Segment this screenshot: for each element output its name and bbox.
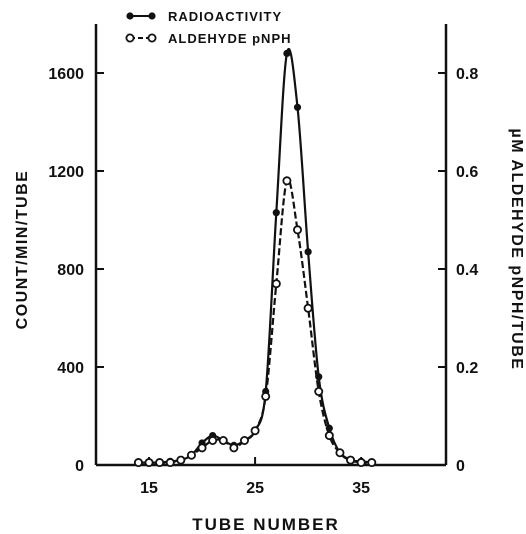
right-tick-label: 0.8 bbox=[456, 66, 478, 83]
axis-labels: TUBE NUMBER COUNT/MIN/TUBE µM ALDEHYDE pNP… bbox=[14, 129, 525, 534]
x-tick-label: 15 bbox=[140, 480, 158, 497]
aldehyde-point bbox=[356, 458, 366, 468]
radioactivity-point bbox=[304, 248, 312, 256]
left-tick-label: 0 bbox=[75, 458, 84, 475]
aldehyde-point bbox=[165, 458, 175, 468]
legend: RADIOACTIVITY ALDEHYDE pNPH bbox=[125, 9, 292, 46]
legend-marker-open bbox=[125, 33, 135, 43]
aldehyde-point bbox=[346, 455, 356, 465]
aldehyde-point bbox=[229, 443, 239, 453]
aldehyde-point bbox=[335, 448, 345, 458]
aldehyde-point bbox=[155, 458, 165, 468]
series-line-aldehyde bbox=[138, 178, 372, 464]
legend-label: ALDEHYDE pNPH bbox=[168, 31, 292, 46]
left-tick-label: 800 bbox=[57, 262, 84, 279]
right-axis-title: µM ALDEHYDE pNPH/TUBE bbox=[508, 129, 525, 371]
left-axis-title: COUNT/MIN/TUBE bbox=[14, 170, 31, 330]
series-curves bbox=[138, 47, 372, 464]
legend-marker-filled bbox=[126, 12, 134, 20]
legend-marker-open bbox=[147, 33, 157, 43]
aldehyde-point bbox=[197, 443, 207, 453]
right-tick-label: 0.2 bbox=[456, 360, 478, 377]
radioactivity-point bbox=[325, 424, 333, 432]
series-line-radioactivity bbox=[138, 47, 372, 464]
right-tick-label: 0.4 bbox=[456, 262, 478, 279]
right-tick-label: 0 bbox=[456, 458, 465, 475]
axis-ticks: 0 400 800 1200 1600 0 0.2 0.4 0.6 0.8 15 25 35 bbox=[48, 66, 478, 497]
aldehyde-point bbox=[314, 386, 324, 396]
aldehyde-point bbox=[176, 455, 186, 465]
aldehyde-point bbox=[133, 458, 143, 468]
aldehyde-point bbox=[208, 435, 218, 445]
x-tick-label: 25 bbox=[246, 480, 264, 497]
x-tick-label: 35 bbox=[352, 480, 370, 497]
left-tick-label: 1200 bbox=[48, 164, 84, 181]
aldehyde-point bbox=[239, 435, 249, 445]
legend-label: RADIOACTIVITY bbox=[168, 9, 282, 24]
aldehyde-point bbox=[271, 279, 281, 289]
series-markers bbox=[133, 49, 377, 468]
radioactivity-point bbox=[283, 49, 291, 58]
aldehyde-point bbox=[144, 458, 154, 468]
left-tick-label: 400 bbox=[57, 360, 84, 377]
radioactivity-point bbox=[293, 103, 302, 111]
aldehyde-point bbox=[250, 426, 260, 436]
aldehyde-point bbox=[218, 435, 228, 445]
aldehyde-point bbox=[282, 176, 292, 186]
plot-frame bbox=[94, 24, 448, 467]
aldehyde-point bbox=[367, 458, 377, 468]
aldehyde-point bbox=[324, 431, 334, 441]
x-axis-title: TUBE NUMBER bbox=[192, 515, 340, 534]
radioactivity-point bbox=[315, 373, 323, 381]
aldehyde-point bbox=[293, 225, 303, 235]
aldehyde-point bbox=[186, 450, 196, 460]
right-tick-label: 0.6 bbox=[456, 164, 478, 181]
aldehyde-point bbox=[303, 303, 313, 313]
aldehyde-point bbox=[261, 391, 271, 401]
legend-marker-filled bbox=[148, 12, 156, 20]
left-tick-label: 1600 bbox=[48, 66, 84, 83]
radioactivity-point bbox=[272, 209, 280, 217]
